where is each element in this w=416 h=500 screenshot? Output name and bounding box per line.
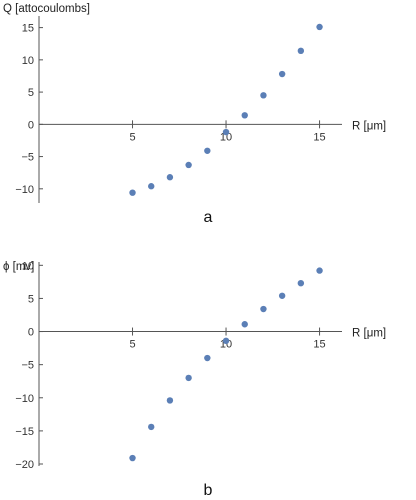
x-axis-title: R [μm] bbox=[352, 120, 386, 132]
y-tick-label: −10 bbox=[15, 184, 34, 196]
y-axis-title: ϕ [mv] bbox=[3, 261, 34, 273]
chart-panel-a: 5 10 15 −10 −5 0 5 10 15 Q [attocoulombs] R [μm… bbox=[3, 3, 386, 226]
data-point bbox=[316, 23, 323, 31]
data-point bbox=[185, 374, 192, 382]
y-ticks: −20 −15 −10 −5 0 5 10 bbox=[15, 260, 43, 471]
data-point bbox=[297, 279, 305, 287]
data-points bbox=[129, 23, 323, 196]
y-tick-label: 0 bbox=[28, 119, 34, 131]
y-tick-label: 0 bbox=[28, 327, 34, 339]
y-tick-label: 10 bbox=[22, 260, 34, 272]
y-tick-label: −5 bbox=[21, 152, 34, 164]
data-point bbox=[148, 183, 155, 190]
y-tick-label: 10 bbox=[22, 55, 34, 67]
data-point bbox=[185, 161, 192, 169]
data-point bbox=[129, 454, 136, 462]
data-point bbox=[241, 112, 248, 119]
y-tick-label: −5 bbox=[21, 360, 34, 372]
data-point bbox=[222, 337, 230, 345]
y-tick-label: −20 bbox=[15, 459, 34, 471]
data-point bbox=[204, 354, 211, 362]
x-ticks: 5 10 15 bbox=[129, 327, 326, 351]
y-tick-label: 15 bbox=[22, 23, 34, 35]
data-point bbox=[316, 267, 323, 274]
y-ticks: −10 −5 0 5 10 15 bbox=[15, 23, 43, 196]
data-point bbox=[260, 305, 267, 313]
chart-panel-b: 5 10 15 −20 −15 −10 −5 0 5 10 ϕ [mv] R [μm] b bbox=[3, 260, 386, 499]
data-point bbox=[204, 147, 211, 154]
data-point bbox=[222, 128, 230, 136]
y-tick-label: −15 bbox=[15, 426, 34, 438]
y-tick-label: 5 bbox=[28, 293, 34, 305]
x-tick-label: 5 bbox=[129, 339, 135, 351]
data-point bbox=[278, 70, 286, 78]
data-point bbox=[166, 174, 174, 181]
y-tick-label: −10 bbox=[15, 393, 34, 405]
data-point bbox=[297, 47, 305, 55]
y-tick-label: 5 bbox=[28, 87, 34, 99]
y-axis-title: Q [attocoulombs] bbox=[3, 3, 90, 15]
x-tick-label: 15 bbox=[313, 131, 325, 143]
data-point bbox=[129, 189, 136, 196]
x-ticks: 5 10 15 bbox=[129, 120, 326, 143]
data-point bbox=[166, 397, 174, 404]
x-tick-label: 10 bbox=[220, 131, 232, 143]
data-point bbox=[260, 92, 267, 99]
x-tick-label: 15 bbox=[313, 339, 325, 351]
x-axis-title: R [μm] bbox=[352, 328, 386, 340]
data-points bbox=[129, 267, 323, 462]
data-point bbox=[278, 292, 286, 299]
data-point bbox=[241, 321, 248, 328]
panel-label: b bbox=[204, 482, 213, 499]
panel-label: a bbox=[204, 209, 213, 226]
x-tick-label: 5 bbox=[129, 131, 135, 143]
data-point bbox=[148, 423, 155, 431]
